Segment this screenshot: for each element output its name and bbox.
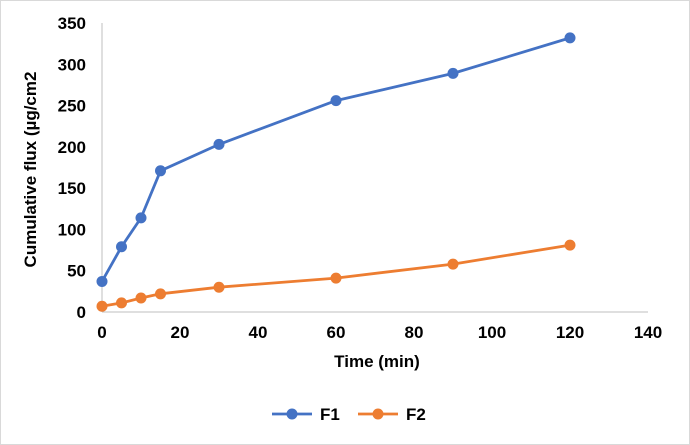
y-tick-label: 100: [58, 220, 86, 239]
series-line-f1: [100, 36, 571, 283]
legend-item-f2: F2: [358, 405, 426, 424]
y-tick-label: 300: [58, 55, 86, 74]
x-tick-label: 80: [405, 323, 424, 342]
y-axis-title: Cumulative flux (µg/cm2: [21, 72, 40, 268]
x-tick-label: 100: [478, 323, 506, 342]
series-f2: [96, 239, 576, 312]
x-tick-label: 40: [249, 323, 268, 342]
y-tick-label: 250: [58, 97, 86, 116]
data-point-f2: [564, 239, 576, 251]
legend-label: F2: [406, 405, 426, 424]
legend-item-f1: F1: [272, 405, 340, 424]
legend-marker: [286, 408, 298, 420]
y-axis: 0 50 100 150 200 250 300 350: [58, 14, 103, 322]
data-point-f2: [447, 258, 459, 270]
data-point-f1: [96, 275, 108, 287]
x-tick-label: 60: [327, 323, 346, 342]
plot-series: [96, 32, 576, 312]
x-axis: 0 20 40 60 80 100 120 140: [97, 311, 662, 342]
x-tick-label: 0: [97, 323, 106, 342]
series-f1: [96, 32, 576, 287]
y-tick-label: 0: [77, 303, 86, 322]
data-point-f1: [116, 241, 127, 253]
data-point-f2: [116, 297, 127, 309]
data-point-f2: [213, 281, 225, 293]
data-point-f1: [213, 138, 225, 150]
data-point-f2: [96, 300, 108, 312]
data-point-f2: [135, 292, 147, 304]
y-tick-label: 150: [58, 179, 86, 198]
legend: F1 F2: [272, 405, 426, 424]
legend-marker: [372, 408, 384, 420]
data-point-f1: [564, 32, 576, 44]
x-tick-label: 120: [556, 323, 584, 342]
data-point-f2: [155, 288, 166, 300]
x-axis-title: Time (min): [334, 352, 420, 371]
data-point-f1: [330, 95, 342, 107]
y-tick-label: 50: [67, 262, 86, 281]
data-point-f2: [330, 272, 342, 284]
y-tick-label: 350: [58, 14, 86, 33]
data-point-f1: [155, 165, 166, 177]
x-tick-label: 140: [634, 323, 662, 342]
data-point-f1: [135, 212, 147, 224]
legend-label: F1: [320, 405, 340, 424]
y-tick-label: 200: [58, 138, 86, 157]
data-point-f1: [447, 67, 459, 79]
x-tick-label: 20: [171, 323, 190, 342]
